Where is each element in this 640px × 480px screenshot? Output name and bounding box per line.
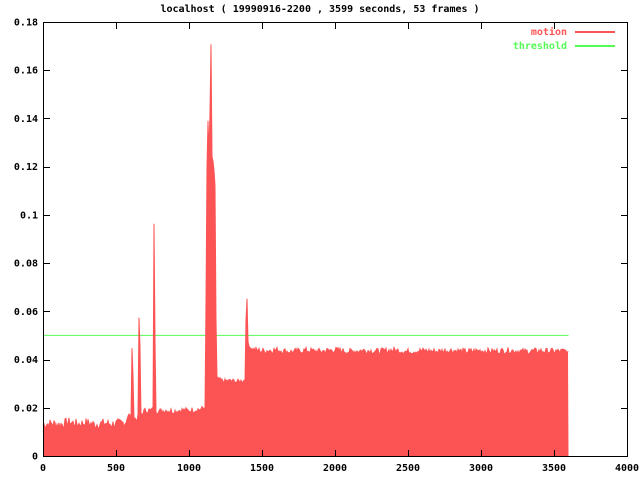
y-tick-label: 0.06 xyxy=(14,307,38,318)
x-tick-label: 2500 xyxy=(396,463,420,474)
y-tick-label: 0.04 xyxy=(14,355,38,366)
legend-line-sample-threshold xyxy=(575,45,615,47)
x-tick-label: 3000 xyxy=(469,463,493,474)
y-tick-label: 0.02 xyxy=(14,403,38,414)
x-tick-label: 1500 xyxy=(250,463,274,474)
motion-area xyxy=(43,44,569,457)
y-tick-label: 0.18 xyxy=(14,18,38,29)
chart-title: localhost ( 19990916-2200 , 3599 seconds… xyxy=(160,4,480,15)
y-tick-label: 0.14 xyxy=(14,114,38,125)
legend-entry-threshold: threshold xyxy=(513,40,615,52)
y-tick-label: 0.12 xyxy=(14,162,38,173)
x-tick-label: 500 xyxy=(107,463,125,474)
plot-border xyxy=(43,22,628,457)
x-tick-label: 2000 xyxy=(323,463,347,474)
motion-line xyxy=(42,44,569,430)
axis-ticks xyxy=(43,22,628,457)
y-tick-label: 0.1 xyxy=(20,210,38,221)
x-tick-label: 4000 xyxy=(615,463,639,474)
legend-line-sample-motion xyxy=(575,31,615,33)
y-tick-label: 0 xyxy=(32,452,38,463)
legend-label-threshold: threshold xyxy=(512,40,567,52)
legend-entry-motion: motion xyxy=(531,26,615,38)
x-tick-label: 0 xyxy=(40,463,46,474)
x-tick-label: 1000 xyxy=(177,463,201,474)
y-tick-label: 0.16 xyxy=(14,66,38,77)
y-tick-label: 0.08 xyxy=(14,259,38,270)
x-tick-label: 3500 xyxy=(542,463,566,474)
legend-label-motion: motion xyxy=(530,26,567,38)
